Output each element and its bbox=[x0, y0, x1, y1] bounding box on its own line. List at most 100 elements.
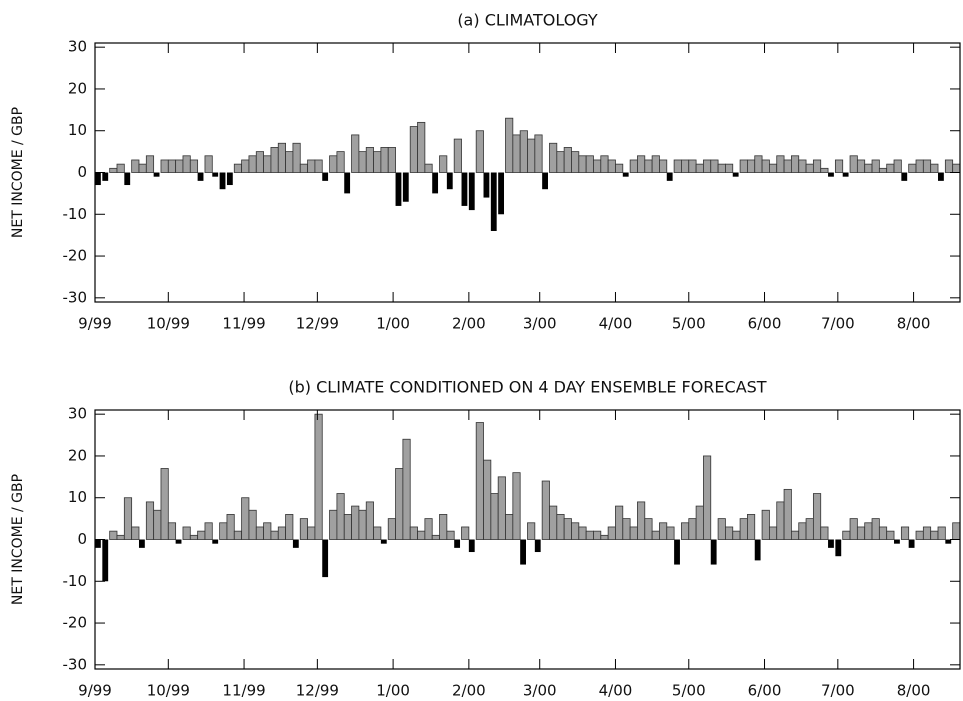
bar bbox=[226, 172, 233, 186]
bar bbox=[498, 172, 505, 215]
bar bbox=[212, 539, 219, 544]
x-tick-label: 1/00 bbox=[376, 315, 410, 333]
bar bbox=[901, 172, 908, 181]
bar bbox=[292, 142, 301, 173]
bar bbox=[886, 163, 895, 173]
bar bbox=[666, 172, 673, 181]
bar bbox=[739, 518, 748, 540]
bar bbox=[417, 121, 426, 173]
bar bbox=[563, 518, 572, 540]
bar bbox=[373, 526, 382, 540]
bar bbox=[886, 530, 895, 540]
bar bbox=[542, 172, 548, 190]
bar bbox=[725, 526, 734, 540]
bar bbox=[783, 159, 792, 173]
x-tick-label: 5/00 bbox=[672, 315, 706, 333]
bar bbox=[431, 534, 440, 540]
bar bbox=[856, 159, 866, 173]
bar bbox=[131, 159, 140, 173]
bar bbox=[233, 163, 243, 173]
bar bbox=[732, 172, 739, 177]
bar bbox=[299, 518, 308, 540]
bar bbox=[446, 172, 453, 190]
x-tick-label: 11/99 bbox=[222, 315, 265, 333]
bar bbox=[659, 159, 668, 173]
bar bbox=[424, 518, 433, 540]
bar bbox=[666, 526, 675, 540]
bar bbox=[534, 134, 543, 173]
y-axis-label: NET INCOME / GBP bbox=[10, 474, 26, 605]
bar bbox=[893, 159, 902, 173]
bar bbox=[864, 163, 873, 173]
bar bbox=[109, 530, 118, 540]
bar bbox=[944, 159, 954, 173]
bar bbox=[395, 468, 404, 540]
bar bbox=[175, 159, 184, 173]
plot-frame bbox=[94, 42, 961, 303]
x-tick-label: 11/99 bbox=[222, 682, 265, 700]
bar bbox=[571, 522, 580, 540]
bar bbox=[908, 163, 917, 173]
bar bbox=[725, 163, 734, 173]
bar bbox=[432, 172, 439, 194]
x-tick-label: 12/99 bbox=[296, 315, 339, 333]
y-tick-label: -10 bbox=[63, 205, 88, 223]
bar bbox=[812, 159, 822, 173]
bar bbox=[248, 509, 257, 540]
bar bbox=[871, 159, 880, 173]
y-tick-label: 0 bbox=[77, 530, 87, 548]
bar bbox=[483, 172, 490, 198]
bar bbox=[828, 539, 834, 548]
bar bbox=[351, 505, 360, 540]
bar bbox=[834, 159, 844, 173]
bar bbox=[615, 163, 624, 173]
bar bbox=[182, 526, 191, 540]
bar bbox=[549, 142, 558, 173]
bar bbox=[527, 138, 536, 173]
bar bbox=[776, 155, 785, 173]
bar bbox=[688, 159, 697, 173]
bar bbox=[344, 172, 351, 194]
bar bbox=[571, 151, 580, 173]
bar bbox=[717, 518, 726, 540]
bar bbox=[615, 505, 624, 540]
bar bbox=[871, 518, 880, 540]
bar bbox=[402, 172, 409, 202]
bar bbox=[761, 159, 770, 173]
bar bbox=[490, 172, 497, 231]
bar bbox=[556, 151, 565, 173]
bar bbox=[505, 117, 514, 173]
bar bbox=[380, 147, 389, 173]
chart-title: (b) CLIMATE CONDITIONED ON 4 DAY ENSEMBL… bbox=[288, 378, 766, 397]
bar bbox=[607, 526, 616, 540]
bar bbox=[263, 522, 272, 540]
bar bbox=[343, 514, 352, 540]
bar bbox=[446, 530, 455, 540]
bar bbox=[593, 530, 602, 540]
x-tick-label: 5/00 bbox=[672, 682, 706, 700]
bar bbox=[292, 539, 299, 548]
bar bbox=[439, 155, 448, 173]
bar bbox=[695, 163, 704, 173]
bar bbox=[329, 155, 338, 173]
bar bbox=[145, 155, 155, 173]
bar bbox=[900, 526, 910, 540]
x-tick-label: 2/00 bbox=[452, 682, 486, 700]
bar bbox=[585, 155, 594, 173]
bar bbox=[160, 159, 169, 173]
bar bbox=[468, 539, 475, 553]
bar bbox=[922, 526, 932, 540]
bar bbox=[790, 530, 800, 540]
bar bbox=[387, 147, 396, 173]
bar bbox=[520, 539, 526, 565]
bar bbox=[842, 172, 849, 177]
bar bbox=[255, 151, 265, 173]
x-tick-label: 8/00 bbox=[897, 682, 931, 700]
bar bbox=[915, 530, 924, 540]
bar bbox=[124, 172, 131, 186]
bar bbox=[754, 539, 761, 561]
bar bbox=[483, 459, 492, 540]
bar bbox=[600, 534, 609, 540]
bar bbox=[717, 163, 726, 173]
x-tick-label: 1/00 bbox=[376, 682, 410, 700]
